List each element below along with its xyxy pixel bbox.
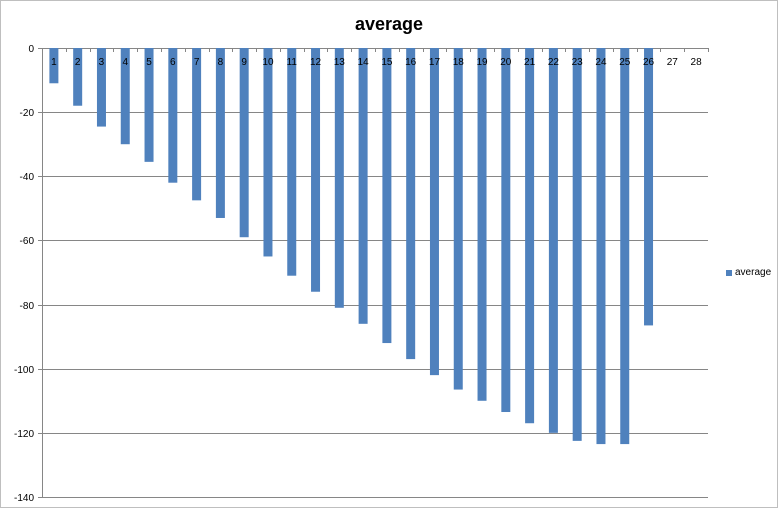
bar (263, 48, 273, 257)
x-tick-label: 21 (524, 57, 536, 68)
y-tick-label: -20 (20, 108, 35, 119)
x-tick-label: 22 (548, 57, 560, 68)
bar (96, 48, 106, 127)
x-tick-label: 2 (75, 57, 81, 68)
x-tick-label: 9 (241, 57, 247, 68)
legend-swatch (726, 269, 732, 276)
x-tick-label: 26 (643, 57, 655, 68)
x-tick-label: 24 (595, 57, 607, 68)
x-tick-label: 23 (572, 57, 584, 68)
x-tick-label: 16 (405, 57, 417, 68)
x-tick-label: 4 (122, 57, 128, 68)
bar (406, 48, 416, 360)
bars (49, 48, 654, 445)
bar (644, 48, 654, 326)
bar (334, 48, 344, 308)
x-tick-label: 12 (310, 57, 322, 68)
bar (429, 48, 439, 376)
bar (525, 48, 535, 424)
y-tick-label: -80 (20, 301, 35, 312)
x-tick-label: 3 (99, 57, 105, 68)
x-tick-labels: 1 2 3 4 5 6 7 8 9 10 11 12 13 14 15 16 17 18 19 20 21 22 23 24 2… (51, 57, 702, 68)
x-tick-label: 28 (691, 57, 703, 68)
x-tick-label: 14 (358, 57, 370, 68)
bar (73, 48, 83, 106)
x-tick-label: 11 (287, 57, 298, 68)
x-tick-label: 18 (453, 57, 465, 68)
bar (501, 48, 511, 413)
bar (192, 48, 202, 201)
bar (49, 48, 59, 84)
x-tick-label: 13 (334, 57, 346, 68)
bar (548, 48, 558, 433)
x-tick-label: 15 (381, 57, 393, 68)
bar (168, 48, 178, 183)
x-tick-label: 27 (667, 57, 679, 68)
bar (453, 48, 463, 390)
bar (596, 48, 606, 445)
x-tick-label: 7 (194, 57, 200, 68)
bar (477, 48, 487, 401)
x-tick-label: 17 (429, 57, 441, 68)
bar (572, 48, 582, 441)
bar (287, 48, 297, 276)
bar (358, 48, 368, 324)
bar (144, 48, 154, 162)
y-tick-label: -100 (14, 365, 34, 376)
x-tick-label: 20 (500, 57, 512, 68)
x-tick-label: 6 (170, 57, 176, 68)
bar (382, 48, 392, 344)
bar (215, 48, 225, 218)
x-tick-label: 10 (262, 57, 274, 68)
bar (311, 48, 321, 292)
y-tick-labels: 0 -20 -40 -60 -80 -100 -120 -140 (14, 44, 34, 504)
y-tick-label: -120 (14, 429, 34, 440)
gridlines (38, 48, 709, 498)
chart-title: average (354, 14, 424, 34)
x-tick-label: 1 (51, 57, 57, 68)
legend-label: average (735, 267, 772, 278)
y-tick-label: 0 (28, 44, 34, 55)
bar (620, 48, 630, 445)
x-tick-label: 25 (619, 57, 631, 68)
y-tick-label: -40 (20, 172, 35, 183)
bar (120, 48, 130, 145)
x-tick-label: 8 (218, 57, 224, 68)
bar (239, 48, 249, 238)
y-tick-label: -140 (14, 493, 34, 504)
x-tick-label: 19 (476, 57, 488, 68)
legend: average (726, 267, 771, 278)
x-tick-label: 5 (146, 57, 152, 68)
y-tick-label: -60 (20, 236, 35, 247)
